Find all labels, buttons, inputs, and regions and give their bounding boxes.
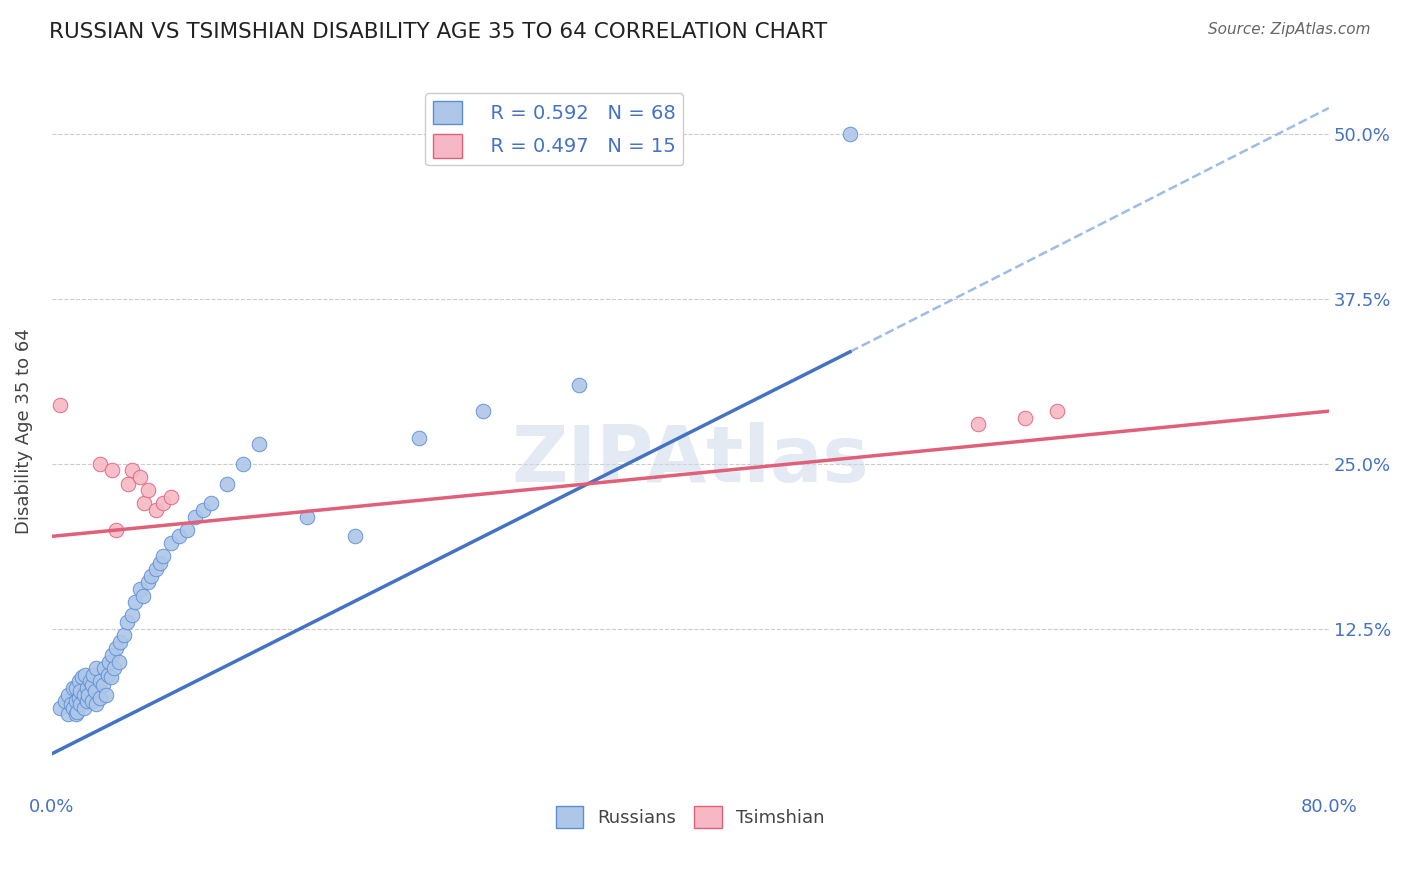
Point [73,700,96,714]
Point [69,697,91,711]
Point [136,483,159,498]
Point [53,694,76,708]
Point [86,697,108,711]
Point [75,667,97,681]
Point [966,417,988,432]
Point [110,634,132,648]
Legend: Russians, Tsimshian: Russians, Tsimshian [548,798,832,835]
Point [89,457,111,471]
Point [59,697,82,711]
Point [104,523,127,537]
Point [66,705,89,719]
Point [152,549,174,563]
Point [82,667,104,681]
Point [128,470,150,484]
Point [152,496,174,510]
Point [97,667,120,681]
Text: RUSSIAN VS TSIMSHIAN DISABILITY AGE 35 TO 64 CORRELATION CHART: RUSSIAN VS TSIMSHIAN DISABILITY AGE 35 T… [49,22,828,42]
Point [132,589,155,603]
Text: ZIPAtlas: ZIPAtlas [512,422,869,498]
Point [79,674,101,689]
Point [89,691,111,706]
Point [107,655,129,669]
Point [1046,404,1069,418]
Point [76,694,98,708]
Point [80,694,103,708]
Point [100,670,122,684]
Point [145,503,167,517]
Point [471,404,494,418]
Point [136,575,159,590]
Point [62,700,84,714]
Point [56,688,79,702]
Point [76,681,98,695]
Point [121,463,143,477]
Point [149,556,172,570]
Point [73,688,96,702]
Point [104,641,127,656]
Point [176,523,198,537]
Point [112,628,135,642]
Point [1014,410,1036,425]
Point [86,661,108,675]
Point [169,529,191,543]
Point [65,707,87,722]
Point [117,476,139,491]
Point [62,681,84,695]
Point [48,398,70,412]
Point [101,648,124,662]
Point [48,700,70,714]
Point [103,661,125,675]
Point [344,529,367,543]
Point [80,678,103,692]
Point [193,503,215,517]
Point [65,681,87,695]
Point [160,490,183,504]
Point [139,569,162,583]
Point [567,377,589,392]
Point [98,655,121,669]
Point [91,678,114,692]
Point [145,562,167,576]
Point [184,509,207,524]
Y-axis label: Disability Age 35 to 64: Disability Age 35 to 64 [15,328,32,533]
Point [67,674,90,689]
Point [101,463,124,477]
Point [408,430,430,444]
Point [247,437,270,451]
Point [200,496,222,510]
Point [217,476,239,491]
Point [93,661,115,675]
Point [56,707,79,722]
Point [838,128,860,142]
Point [232,457,254,471]
Point [128,582,150,596]
Point [89,674,111,689]
Point [121,608,143,623]
Point [115,615,138,629]
Point [65,694,87,708]
Point [295,509,318,524]
Point [134,496,156,510]
Point [67,691,90,706]
Point [69,683,91,698]
Point [124,595,146,609]
Point [160,536,183,550]
Point [70,670,93,684]
Point [94,688,117,702]
Point [83,683,105,698]
Text: Source: ZipAtlas.com: Source: ZipAtlas.com [1208,22,1371,37]
Point [77,688,100,702]
